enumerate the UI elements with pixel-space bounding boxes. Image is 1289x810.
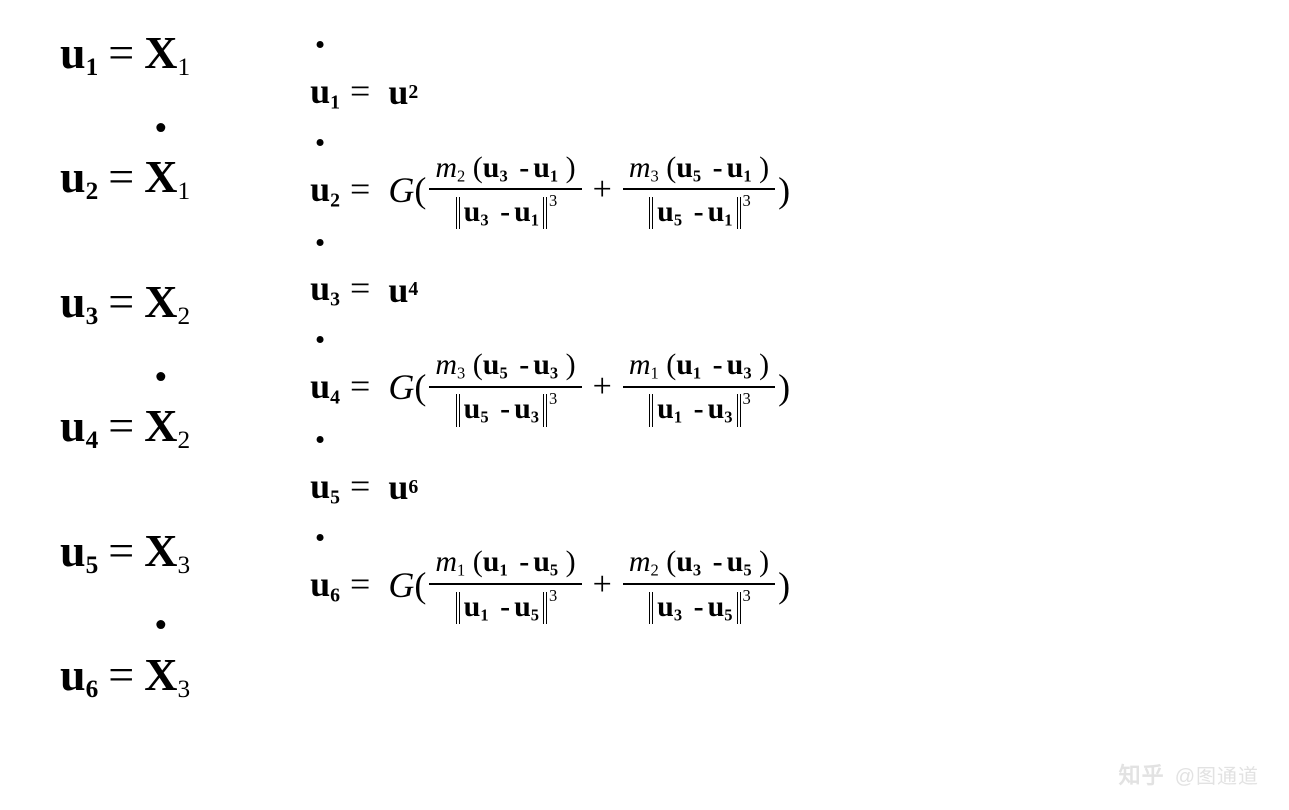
definition-row: u1=X1 (60, 30, 190, 80)
ode-simple-row: u1=u2 (310, 70, 1229, 115)
zhihu-logo-text: 知乎 (1119, 758, 1165, 790)
watermark: 知乎 @图通道 (1119, 758, 1259, 790)
ode-simple-row: u3=u4 (310, 267, 1229, 312)
ode-gravity-row: u4=G(m3 (u5 -u3 )u5 -u33+m1 (u1 -u3 )u1 … (310, 346, 1229, 429)
ode-gravity-row: u6=G(m1 (u1 -u5 )u1 -u53+m2 (u3 -u5 )u3 … (310, 543, 1229, 626)
definition-row: u5=X3 (60, 528, 190, 578)
definition-row: u2=X1 (60, 154, 190, 204)
state-variable-definitions: u1=X1 u2=X1 u3=X2 u4=X2 u5=X3 u6=X3 (60, 30, 190, 776)
definition-row: u4=X2 (60, 403, 190, 453)
ode-system-equations: u1=u2 u2=G(m2 (u3 -u1 )u3 -u13+m3 (u5 -u1… (310, 30, 1229, 662)
definition-row: u6=X3 (60, 652, 190, 702)
ode-simple-row: u5=u6 (310, 465, 1229, 510)
definition-row: u3=X2 (60, 279, 190, 329)
watermark-author: @图通道 (1175, 760, 1259, 789)
ode-gravity-row: u2=G(m2 (u3 -u1 )u3 -u13+m3 (u5 -u1 )u5 … (310, 149, 1229, 232)
